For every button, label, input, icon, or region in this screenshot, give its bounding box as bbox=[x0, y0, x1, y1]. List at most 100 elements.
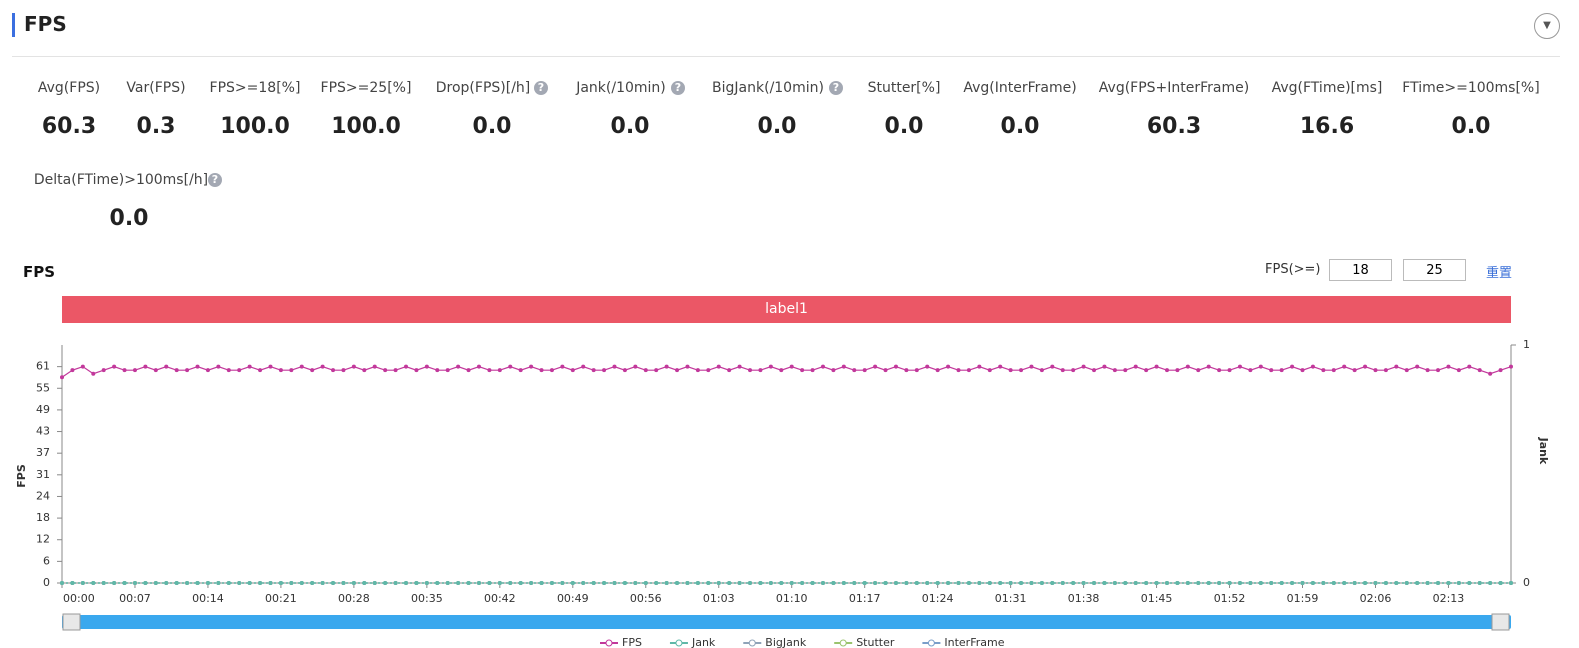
data-point bbox=[466, 368, 471, 373]
zoom-handle[interactable] bbox=[62, 613, 81, 631]
data-point bbox=[508, 581, 513, 585]
x-tick-label: 00:56 bbox=[630, 592, 662, 605]
threshold-input[interactable] bbox=[1329, 259, 1392, 281]
data-point bbox=[852, 368, 857, 373]
data-point bbox=[91, 371, 96, 376]
help-icon[interactable]: ? bbox=[829, 81, 843, 95]
metric-value: 100.0 bbox=[220, 114, 290, 139]
data-point bbox=[1102, 581, 1107, 585]
data-point bbox=[424, 364, 429, 369]
data-point bbox=[1258, 581, 1263, 585]
legend-swatch bbox=[675, 639, 683, 647]
data-point bbox=[622, 368, 627, 373]
data-point bbox=[341, 581, 346, 585]
x-tick-label: 00:21 bbox=[265, 592, 297, 605]
data-point bbox=[456, 581, 461, 585]
data-point bbox=[841, 364, 846, 369]
help-icon[interactable]: ? bbox=[208, 173, 222, 187]
data-point bbox=[226, 368, 231, 373]
data-point bbox=[664, 581, 669, 585]
data-point bbox=[925, 581, 930, 585]
data-point bbox=[602, 368, 607, 373]
metric-value: 60.3 bbox=[41, 114, 97, 139]
reset-link[interactable]: 重置 bbox=[1486, 266, 1513, 281]
metric-label: FPS>=18[%] bbox=[209, 80, 301, 96]
collapse-button[interactable]: ▼ bbox=[1534, 13, 1560, 39]
legend-swatch bbox=[605, 639, 613, 647]
series-line bbox=[61, 365, 1512, 378]
data-point bbox=[1404, 581, 1409, 585]
metric-label: Avg(FTime)[ms] bbox=[1271, 80, 1383, 96]
data-point bbox=[70, 368, 75, 373]
data-point bbox=[216, 364, 221, 369]
data-point bbox=[112, 581, 117, 585]
data-point bbox=[383, 368, 388, 373]
data-point bbox=[1217, 581, 1222, 585]
y2-axis-title: Jank bbox=[1537, 437, 1550, 465]
data-point bbox=[372, 364, 377, 369]
data-point bbox=[518, 581, 523, 585]
data-point bbox=[727, 368, 732, 373]
data-point bbox=[695, 368, 700, 373]
data-point bbox=[1185, 364, 1190, 369]
data-point bbox=[1300, 581, 1305, 585]
data-point bbox=[1300, 368, 1305, 373]
data-point bbox=[1415, 364, 1420, 369]
data-point bbox=[1394, 364, 1399, 369]
data-point bbox=[320, 581, 325, 585]
data-point bbox=[60, 375, 64, 380]
metric-value: 0.0 bbox=[610, 114, 650, 139]
data-point bbox=[800, 581, 805, 585]
zoom-slider-track[interactable] bbox=[62, 615, 1511, 629]
data-point bbox=[1310, 364, 1315, 369]
data-point bbox=[1008, 368, 1013, 373]
data-point bbox=[633, 581, 638, 585]
data-point bbox=[831, 368, 836, 373]
data-point bbox=[1415, 581, 1420, 585]
data-point bbox=[654, 368, 659, 373]
data-point bbox=[174, 368, 179, 373]
data-point bbox=[1248, 581, 1253, 585]
data-point bbox=[966, 581, 971, 585]
data-point bbox=[91, 581, 96, 585]
data-point bbox=[487, 368, 492, 373]
data-point bbox=[1269, 368, 1274, 373]
x-tick-label: 02:06 bbox=[1360, 592, 1392, 605]
data-point bbox=[101, 581, 106, 585]
data-point bbox=[1164, 368, 1169, 373]
data-point bbox=[466, 581, 471, 585]
data-point bbox=[1196, 581, 1201, 585]
metric-label: Avg(FPS+InterFrame) bbox=[1098, 80, 1250, 96]
title-accent bbox=[12, 13, 15, 37]
y-tick-label: 55 bbox=[36, 381, 50, 394]
data-point bbox=[185, 368, 190, 373]
data-point bbox=[1279, 368, 1284, 373]
x-tick-label: 01:03 bbox=[703, 592, 735, 605]
data-point bbox=[435, 581, 440, 585]
data-point bbox=[591, 368, 596, 373]
data-point bbox=[268, 364, 273, 369]
data-point bbox=[1102, 364, 1107, 369]
x-tick-label: 00:35 bbox=[411, 592, 443, 605]
data-point bbox=[654, 581, 659, 585]
data-point bbox=[549, 368, 554, 373]
help-icon[interactable]: ? bbox=[671, 81, 685, 95]
help-icon[interactable]: ? bbox=[534, 81, 548, 95]
threshold-input[interactable] bbox=[1403, 259, 1466, 281]
data-point bbox=[237, 581, 242, 585]
data-point bbox=[185, 581, 190, 585]
data-point bbox=[331, 581, 336, 585]
data-point bbox=[122, 581, 127, 585]
x-tick-label: 00:28 bbox=[338, 592, 370, 605]
data-point bbox=[216, 581, 221, 585]
data-point bbox=[1227, 581, 1232, 585]
data-point bbox=[1039, 368, 1044, 373]
data-point bbox=[539, 368, 544, 373]
data-point bbox=[1467, 364, 1472, 369]
zoom-handle[interactable] bbox=[1491, 613, 1510, 631]
data-point bbox=[1008, 581, 1013, 585]
data-point bbox=[946, 364, 951, 369]
metric-value: 100.0 bbox=[331, 114, 401, 139]
data-point bbox=[737, 364, 742, 369]
data-point bbox=[987, 368, 992, 373]
